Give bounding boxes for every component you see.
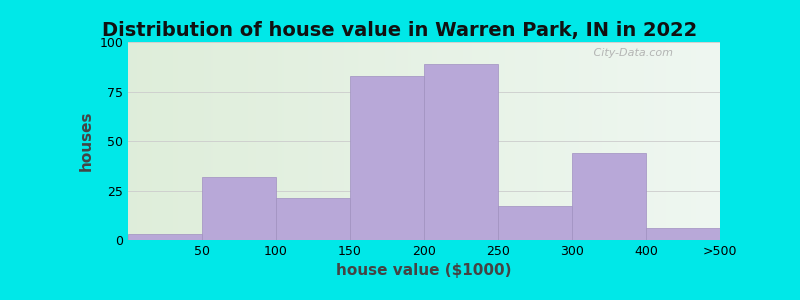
Bar: [424, 64, 498, 240]
Bar: [646, 228, 720, 240]
X-axis label: house value ($1000): house value ($1000): [336, 263, 512, 278]
Bar: [350, 76, 424, 240]
Bar: [498, 206, 572, 240]
Text: Distribution of house value in Warren Park, IN in 2022: Distribution of house value in Warren Pa…: [102, 21, 698, 40]
Bar: [202, 177, 276, 240]
Text: City-Data.com: City-Data.com: [590, 48, 673, 58]
Y-axis label: houses: houses: [78, 111, 94, 171]
Bar: [128, 234, 202, 240]
Bar: [572, 153, 646, 240]
Bar: [276, 198, 350, 240]
